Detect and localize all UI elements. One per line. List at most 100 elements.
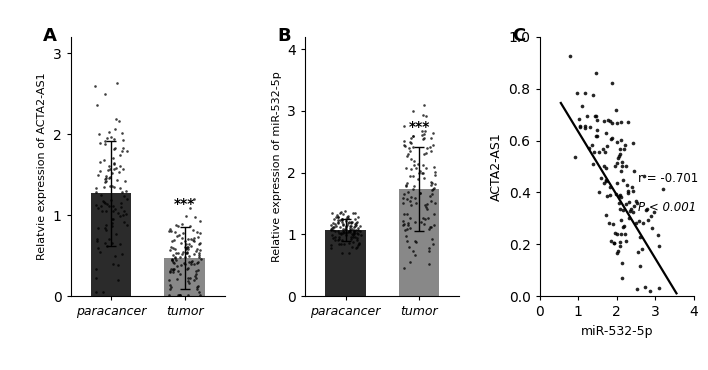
Point — [349, 221, 360, 227]
Point — [181, 246, 192, 252]
Point — [185, 205, 196, 211]
Point — [328, 216, 339, 222]
Point — [166, 283, 177, 289]
Point — [408, 173, 419, 179]
Point — [406, 135, 417, 141]
Point — [341, 218, 352, 224]
Point — [180, 245, 191, 251]
Point — [420, 216, 431, 222]
Point — [190, 273, 201, 279]
Point — [183, 259, 195, 265]
Point — [616, 159, 627, 165]
Point — [163, 228, 174, 234]
Point — [425, 182, 436, 188]
Point — [634, 263, 646, 269]
Point — [106, 240, 118, 246]
Point — [121, 148, 132, 154]
Point — [334, 224, 346, 230]
Point — [338, 228, 349, 234]
Point — [611, 231, 622, 237]
Point — [587, 92, 598, 98]
Point — [181, 213, 192, 219]
Point — [180, 250, 191, 256]
Point — [424, 194, 435, 199]
Point — [182, 266, 193, 272]
Point — [173, 232, 185, 238]
Point — [107, 216, 118, 222]
Point — [584, 124, 595, 130]
Point — [344, 227, 355, 233]
Point — [330, 223, 341, 229]
Point — [326, 232, 338, 238]
Point — [620, 231, 631, 237]
Point — [428, 185, 440, 191]
Point — [408, 248, 419, 254]
Point — [121, 196, 132, 202]
Point — [328, 227, 339, 233]
Point — [600, 130, 612, 136]
Point — [167, 252, 178, 258]
Point — [413, 176, 424, 182]
Point — [409, 162, 420, 168]
Point — [595, 175, 607, 181]
Point — [333, 236, 345, 242]
Point — [420, 128, 431, 134]
Point — [573, 116, 585, 122]
Point — [404, 198, 416, 204]
Point — [100, 138, 111, 144]
Point — [615, 217, 627, 223]
Point — [332, 238, 343, 243]
Point — [350, 228, 361, 233]
Point — [350, 222, 362, 228]
Point — [616, 260, 627, 266]
Point — [116, 189, 127, 195]
Point — [348, 229, 360, 235]
Point — [406, 194, 417, 200]
Point — [427, 187, 438, 193]
Point — [173, 223, 184, 229]
Point — [346, 236, 357, 242]
Point — [105, 175, 116, 181]
Point — [338, 241, 350, 247]
Point — [182, 292, 193, 298]
Point — [329, 221, 341, 227]
Point — [99, 184, 110, 190]
Point — [603, 117, 614, 123]
Point — [418, 151, 429, 157]
Point — [343, 240, 355, 246]
Point — [172, 250, 183, 256]
Point — [351, 235, 362, 241]
Point — [169, 255, 181, 261]
Point — [418, 135, 429, 141]
Point — [608, 240, 620, 246]
Point — [189, 214, 200, 220]
Point — [106, 183, 118, 189]
Point — [348, 228, 360, 234]
Point — [189, 196, 200, 202]
Point — [111, 81, 122, 87]
Point — [108, 261, 119, 267]
Point — [192, 234, 203, 240]
Point — [614, 239, 625, 245]
X-axis label: miR-532-5p: miR-532-5p — [581, 324, 653, 337]
Point — [185, 261, 197, 267]
Point — [414, 168, 426, 174]
Point — [590, 113, 601, 119]
Point — [335, 230, 346, 236]
Point — [169, 246, 181, 252]
Point — [192, 229, 203, 235]
Point — [587, 161, 598, 167]
Point — [179, 238, 190, 244]
Point — [349, 231, 360, 236]
Point — [598, 163, 610, 169]
Point — [107, 203, 118, 209]
Point — [343, 219, 354, 225]
Point — [354, 241, 365, 247]
Point — [169, 237, 180, 243]
Bar — [91, 193, 132, 296]
Point — [401, 211, 413, 216]
Point — [110, 165, 121, 171]
Point — [426, 198, 437, 204]
Point — [417, 162, 428, 168]
Point — [90, 275, 101, 281]
